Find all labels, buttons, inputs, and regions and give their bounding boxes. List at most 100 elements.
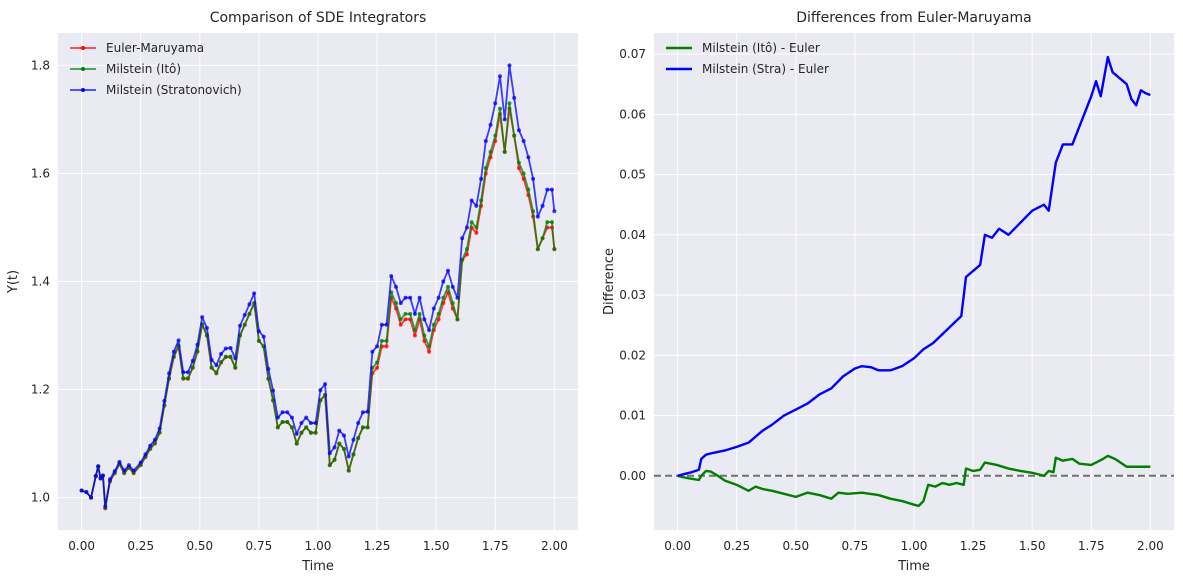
data-point-euler-maruyama — [412, 333, 417, 338]
data-point-milstein-it — [299, 430, 304, 435]
data-point-milstein-stratonovich — [455, 295, 460, 300]
data-point-milstein-stratonovich — [181, 370, 186, 375]
data-point-milstein-stratonovich — [512, 95, 517, 100]
data-point-milstein-it — [550, 220, 554, 225]
data-point-milstein-it — [436, 311, 441, 316]
y-tick-label: 0.05 — [619, 168, 646, 182]
data-point-milstein-stratonovich — [365, 409, 370, 414]
y-tick-label: 1.4 — [31, 275, 50, 289]
data-point-milstein-stratonovich — [252, 291, 257, 296]
data-point-milstein-stratonovich — [204, 325, 209, 330]
y-tick-label: 1.2 — [31, 383, 50, 397]
data-point-milstein-stratonovich — [464, 225, 469, 230]
data-point-milstein-stratonovich — [84, 490, 89, 495]
data-point-milstein-it — [327, 463, 332, 468]
data-point-milstein-stratonovich — [403, 295, 408, 300]
data-point-milstein-stratonovich — [360, 410, 365, 415]
data-point-milstein-stratonovich — [526, 155, 531, 160]
x-tick-label: 0.25 — [127, 539, 154, 553]
data-point-milstein-it — [493, 133, 498, 138]
y-tick-label: 0.03 — [619, 288, 646, 302]
y-tick-label: 0.06 — [619, 107, 646, 121]
data-point-milstein-stratonovich — [488, 122, 493, 127]
data-point-milstein-stratonovich — [483, 139, 488, 144]
data-point-milstein-stratonovich — [469, 198, 474, 203]
data-point-milstein-it — [256, 338, 261, 343]
data-point-milstein-stratonovich — [242, 312, 247, 317]
data-point-milstein-stratonovich — [294, 431, 299, 436]
chart-title: Differences from Euler-Maruyama — [796, 10, 1031, 26]
data-point-milstein-stratonovich — [441, 279, 446, 284]
data-point-milstein-stratonovich — [266, 367, 271, 372]
data-point-milstein-stratonovich — [280, 410, 285, 415]
data-point-milstein-it — [512, 133, 517, 138]
data-point-milstein-it — [552, 247, 557, 252]
data-point-milstein-stratonovich — [370, 349, 375, 354]
data-point-milstein-stratonovich — [98, 476, 103, 481]
data-point-milstein-it — [285, 419, 290, 424]
y-tick-label: 0.07 — [619, 47, 646, 61]
data-point-milstein-it — [214, 370, 219, 375]
data-point-milstein-stratonovich — [152, 437, 157, 442]
data-point-milstein-stratonovich — [112, 469, 117, 474]
data-point-milstein-stratonovich — [200, 315, 205, 320]
data-point-milstein-stratonovich — [238, 323, 242, 328]
data-point-milstein-stratonovich — [422, 317, 427, 322]
data-point-milstein-stratonovich — [195, 342, 200, 347]
data-point-milstein-it — [379, 338, 384, 343]
data-point-milstein-it — [408, 311, 413, 316]
x-tick-label: 0.50 — [782, 539, 809, 553]
data-point-milstein-stratonovich — [327, 451, 332, 456]
data-point-milstein-it — [422, 333, 427, 338]
x-axis-label: Time — [897, 559, 930, 574]
data-point-milstein-it — [417, 311, 422, 316]
x-tick-label: 0.00 — [664, 539, 691, 553]
data-point-milstein-stratonovich — [261, 334, 266, 339]
data-point-milstein-stratonovich — [89, 495, 94, 500]
data-point-milstein-it — [545, 220, 550, 225]
y-tick-label: 1.6 — [31, 166, 50, 180]
data-point-milstein-it — [337, 441, 342, 446]
x-tick-label: 1.00 — [901, 539, 928, 553]
data-point-milstein-stratonovich — [117, 459, 122, 464]
data-point-milstein-it — [403, 311, 408, 316]
data-point-milstein-stratonovich — [493, 101, 498, 106]
data-point-milstein-stratonovich — [502, 117, 507, 122]
data-point-milstein-it — [223, 354, 228, 359]
data-point-milstein-stratonovich — [79, 488, 84, 493]
data-point-milstein-it — [441, 295, 446, 300]
data-point-milstein-stratonovich — [233, 356, 238, 361]
data-point-milstein-stratonovich — [214, 363, 219, 368]
data-point-milstein-stratonovich — [186, 370, 190, 375]
data-point-milstein-stratonovich — [285, 410, 290, 415]
data-point-milstein-stratonovich — [157, 426, 162, 431]
data-point-milstein-stratonovich — [271, 388, 276, 393]
y-tick-label: 1.0 — [31, 491, 50, 505]
data-point-euler-maruyama — [398, 322, 403, 327]
data-point-milstein-stratonovich — [342, 433, 346, 438]
x-tick-label: 1.00 — [305, 539, 332, 553]
data-point-milstein-it — [375, 360, 380, 365]
data-point-milstein-stratonovich — [394, 284, 398, 289]
data-point-euler-maruyama — [375, 365, 380, 370]
data-point-milstein-it — [346, 468, 351, 473]
y-tick-label: 0.02 — [619, 348, 646, 362]
data-point-milstein-stratonovich — [256, 329, 261, 334]
data-point-milstein-stratonovich — [552, 209, 557, 214]
legend-marker-milstein-stratonovich — [81, 88, 85, 92]
data-point-milstein-stratonovich — [96, 464, 101, 469]
series-line-milstein-stra-euler — [677, 55, 1151, 477]
y-tick-label: 0.00 — [619, 469, 646, 483]
data-point-milstein-stratonovich — [474, 203, 479, 208]
data-point-milstein-stratonovich — [384, 322, 389, 327]
legend-label-milstein-stratonovich: Milstein (Stratonovich) — [106, 83, 242, 97]
x-tick-label: 1.25 — [960, 539, 987, 553]
data-point-milstein-stratonovich — [126, 463, 131, 468]
data-point-milstein-stratonovich — [171, 349, 176, 354]
data-point-milstein-stratonovich — [176, 338, 181, 343]
data-point-milstein-stratonovich — [209, 357, 214, 362]
data-point-milstein-stratonovich — [379, 322, 384, 327]
data-point-milstein-it — [190, 365, 195, 370]
legend-label-milstein-it-euler: Milstein (Itô) - Euler — [702, 41, 820, 55]
